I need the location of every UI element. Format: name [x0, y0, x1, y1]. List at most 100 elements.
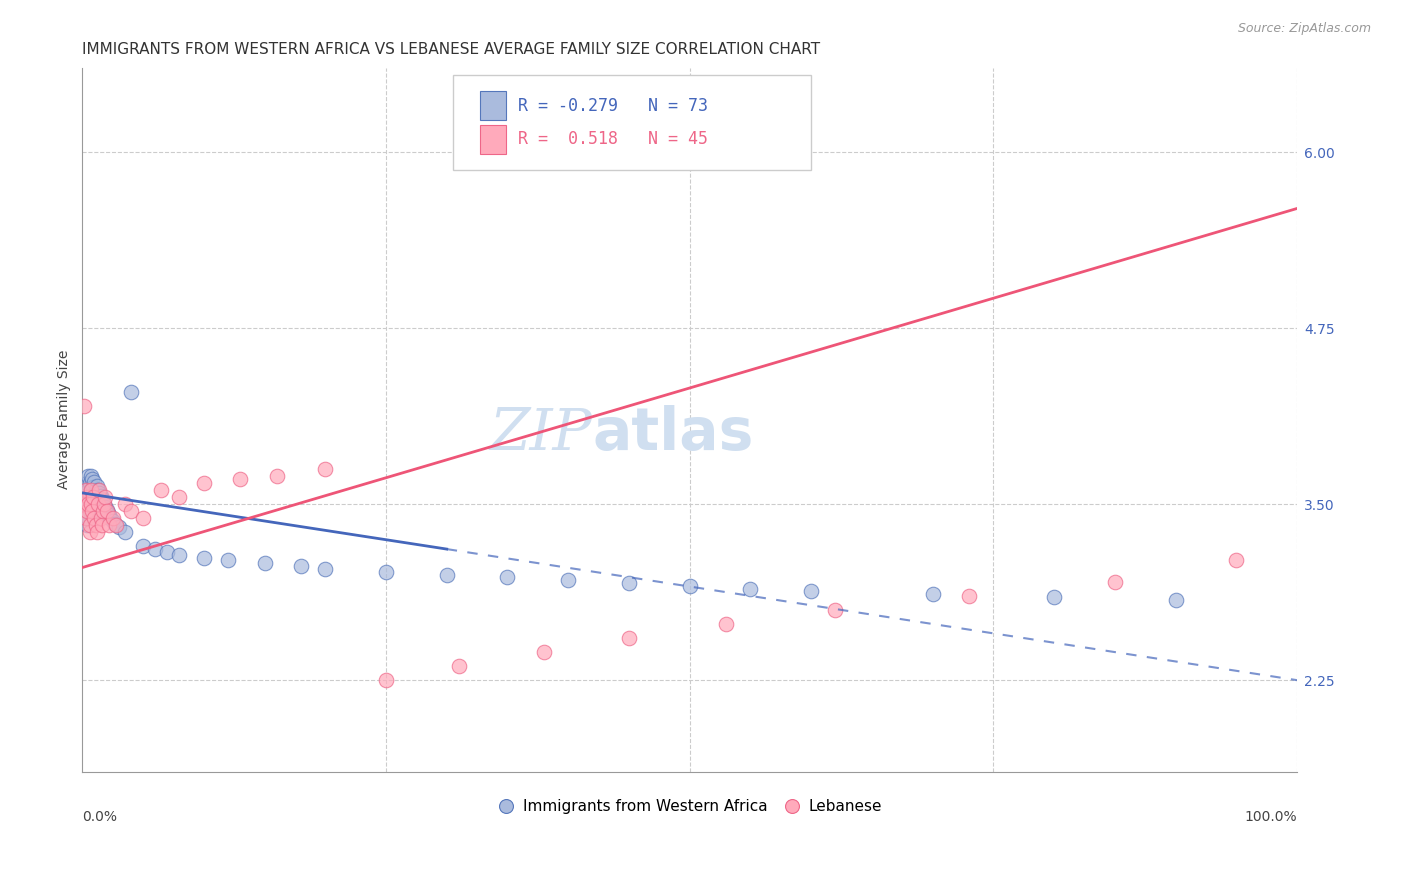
Point [83, 475, 105, 489]
Point [114, 525, 136, 540]
Point [98, 508, 121, 523]
Point [77, 469, 100, 483]
Text: ZIP: ZIP [489, 406, 592, 462]
Point [80, 483, 103, 497]
Point [77, 511, 100, 525]
Point [132, 540, 155, 554]
Point [375, 565, 398, 579]
Point [800, 584, 823, 599]
Point [80, 483, 103, 497]
Point [96, 503, 118, 517]
Point [101, 514, 124, 528]
Legend: Immigrants from Western Africa, Lebanese: Immigrants from Western Africa, Lebanese [491, 793, 889, 821]
Point [73, 490, 96, 504]
Point [496, 570, 519, 584]
Point [104, 516, 127, 531]
Point [75, 511, 97, 525]
Point [266, 469, 288, 483]
Point [91, 504, 114, 518]
Point [80, 497, 103, 511]
Point [156, 545, 179, 559]
Point [93, 497, 115, 511]
Point [80, 486, 103, 500]
Point [76, 476, 98, 491]
Point [80, 497, 103, 511]
Point [75, 497, 97, 511]
Point [557, 573, 579, 587]
Point [93, 497, 115, 511]
Point [79, 504, 101, 518]
Point [253, 557, 276, 571]
Point [1104, 574, 1126, 589]
Point [94, 490, 117, 504]
Point [290, 559, 312, 574]
Point [87, 497, 110, 511]
Text: atlas: atlas [592, 405, 754, 462]
Point [83, 511, 105, 525]
Point [114, 497, 136, 511]
Point [90, 506, 112, 520]
Point [84, 483, 107, 497]
Point [150, 483, 173, 497]
Point [79, 476, 101, 491]
Point [94, 500, 117, 514]
Point [90, 518, 112, 533]
Point [86, 525, 108, 540]
Point [193, 476, 215, 491]
Point [101, 511, 124, 525]
Point [617, 576, 640, 591]
Point [87, 497, 110, 511]
Point [79, 490, 101, 504]
Point [132, 511, 155, 525]
Point [533, 645, 555, 659]
Point [436, 567, 458, 582]
Point [89, 500, 111, 514]
Point [72, 497, 94, 511]
Point [76, 504, 98, 518]
Point [193, 550, 215, 565]
Point [86, 479, 108, 493]
Point [79, 518, 101, 533]
Point [120, 384, 142, 399]
Point [89, 486, 111, 500]
Point [73, 497, 96, 511]
Point [76, 504, 98, 518]
Point [75, 483, 97, 497]
Point [84, 518, 107, 533]
Text: R =  0.518   N = 45: R = 0.518 N = 45 [519, 130, 709, 148]
Point [921, 587, 943, 601]
FancyBboxPatch shape [479, 125, 506, 154]
Point [105, 518, 128, 533]
Point [96, 504, 118, 518]
Point [76, 490, 98, 504]
Point [679, 579, 702, 593]
Point [82, 480, 104, 494]
Point [82, 490, 104, 504]
Point [73, 504, 96, 518]
Point [89, 483, 111, 497]
Point [72, 399, 94, 413]
Point [80, 504, 103, 518]
Point [217, 553, 239, 567]
Y-axis label: Average Family Size: Average Family Size [58, 350, 72, 490]
Point [76, 518, 98, 533]
Text: IMMIGRANTS FROM WESTERN AFRICA VS LEBANESE AVERAGE FAMILY SIZE CORRELATION CHART: IMMIGRANTS FROM WESTERN AFRICA VS LEBANE… [83, 42, 821, 57]
Point [143, 542, 166, 557]
Point [84, 497, 107, 511]
Point [87, 483, 110, 497]
Point [740, 582, 762, 596]
Point [91, 494, 114, 508]
Point [120, 504, 142, 518]
Point [1043, 590, 1066, 604]
Point [957, 589, 980, 603]
Point [82, 508, 104, 523]
Point [447, 659, 470, 673]
Point [97, 506, 120, 520]
Point [80, 472, 103, 486]
Point [80, 500, 103, 514]
Point [89, 511, 111, 525]
Text: 0.0%: 0.0% [83, 811, 117, 824]
Text: 100.0%: 100.0% [1244, 811, 1298, 824]
Point [77, 483, 100, 497]
Point [77, 497, 100, 511]
